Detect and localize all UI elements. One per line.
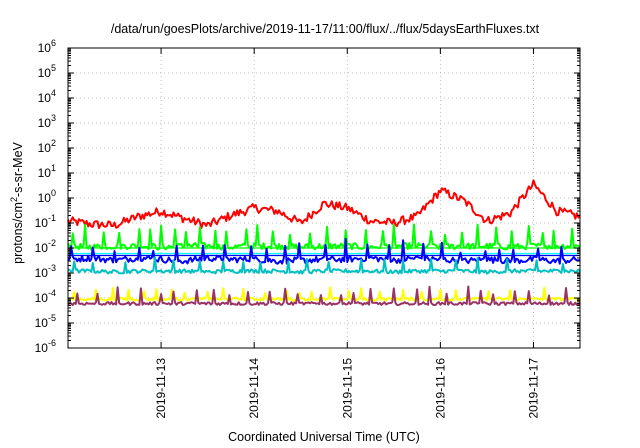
- y-tick-label: 10-3: [35, 263, 56, 280]
- x-axis-ticks: 2019-11-13 2019-11-14 2019-11-15 2019-11-16…: [154, 48, 540, 419]
- y-tick-label: 100: [38, 188, 56, 205]
- y-tick-label: 10-2: [35, 238, 56, 255]
- y-tick-label: 104: [38, 88, 56, 105]
- series-line: [67, 223, 581, 251]
- y-tick-label: 101: [38, 163, 56, 180]
- series-line: [67, 256, 581, 275]
- y-tick-label: 102: [38, 138, 56, 155]
- x-axis-label: Coordinated Universal Time (UTC): [228, 430, 420, 444]
- y-tick-label: 10-6: [35, 338, 56, 355]
- series-line: [67, 285, 581, 306]
- x-tick-label: 2019-11-17: [526, 358, 540, 419]
- series-line: [67, 237, 581, 265]
- series-line: [67, 179, 581, 229]
- x-tick-label: 2019-11-13: [154, 358, 168, 419]
- y-tick-label: 10-5: [35, 313, 56, 330]
- y-tick-label: 105: [38, 63, 56, 80]
- x-tick-label: 2019-11-16: [433, 358, 447, 419]
- y-tick-label: 10-1: [35, 213, 56, 230]
- y-axis-ticks: 10-6 10-5 10-4 10-3 10-2 10-1 100 101 102 103 104 1…: [35, 38, 580, 355]
- y-tick-label: 103: [38, 113, 56, 130]
- y-tick-label: 106: [38, 38, 56, 55]
- x-tick-label: 2019-11-14: [247, 358, 261, 419]
- series-line: [67, 286, 581, 302]
- y-tick-label: 10-4: [35, 288, 56, 305]
- x-tick-label: 2019-11-15: [340, 358, 354, 419]
- chart-title: /data/run/goesPlots/archive/2019-11-17/1…: [111, 22, 540, 36]
- data-series: [67, 179, 581, 306]
- y-axis-label: protons/cm2-s-sr-MeV: [9, 141, 25, 263]
